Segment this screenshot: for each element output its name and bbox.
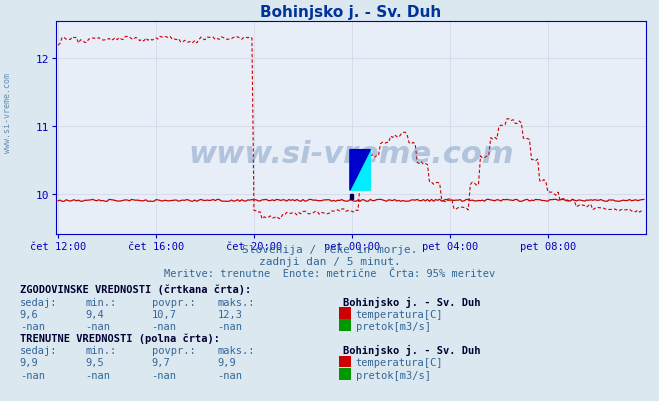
Polygon shape [350,150,370,191]
Text: -nan: -nan [86,321,111,331]
Text: min.:: min.: [86,297,117,307]
Polygon shape [350,150,370,191]
Text: 9,9: 9,9 [20,357,38,367]
Text: -nan: -nan [217,370,243,380]
Text: pretok[m3/s]: pretok[m3/s] [356,321,431,331]
Text: sedaj:: sedaj: [20,297,57,307]
Text: zadnji dan / 5 minut.: zadnji dan / 5 minut. [258,257,401,267]
Text: www.si-vreme.com: www.si-vreme.com [188,140,514,168]
Text: Bohinjsko j. - Sv. Duh: Bohinjsko j. - Sv. Duh [343,344,480,355]
Text: Bohinjsko j. - Sv. Duh: Bohinjsko j. - Sv. Duh [343,296,480,307]
Text: pretok[m3/s]: pretok[m3/s] [356,370,431,380]
Text: 12,3: 12,3 [217,309,243,319]
Text: 9,9: 9,9 [217,357,236,367]
Text: Slovenija / reke in morje.: Slovenija / reke in morje. [242,245,417,255]
Text: maks.:: maks.: [217,297,255,307]
Text: -nan: -nan [217,321,243,331]
Text: temperatura[C]: temperatura[C] [356,357,444,367]
Text: povpr.:: povpr.: [152,297,195,307]
Title: Bohinjsko j. - Sv. Duh: Bohinjsko j. - Sv. Duh [260,4,442,20]
Text: min.:: min.: [86,345,117,355]
Text: -nan: -nan [152,370,177,380]
Text: -nan: -nan [20,370,45,380]
Text: ZGODOVINSKE VREDNOSTI (črtkana črta):: ZGODOVINSKE VREDNOSTI (črtkana črta): [20,284,251,295]
Text: sedaj:: sedaj: [20,345,57,355]
Text: 9,5: 9,5 [86,357,104,367]
Text: www.si-vreme.com: www.si-vreme.com [3,72,13,152]
Text: TRENUTNE VREDNOSTI (polna črta):: TRENUTNE VREDNOSTI (polna črta): [20,332,219,343]
Bar [350,194,353,200]
Text: -nan: -nan [86,370,111,380]
Text: temperatura[C]: temperatura[C] [356,309,444,319]
Text: 10,7: 10,7 [152,309,177,319]
Text: 9,4: 9,4 [86,309,104,319]
Text: 9,6: 9,6 [20,309,38,319]
Text: maks.:: maks.: [217,345,255,355]
Text: 9,7: 9,7 [152,357,170,367]
Text: Meritve: trenutne  Enote: metrične  Črta: 95% meritev: Meritve: trenutne Enote: metrične Črta: … [164,269,495,279]
Text: povpr.:: povpr.: [152,345,195,355]
Text: -nan: -nan [20,321,45,331]
Bar [350,150,370,191]
Text: -nan: -nan [152,321,177,331]
